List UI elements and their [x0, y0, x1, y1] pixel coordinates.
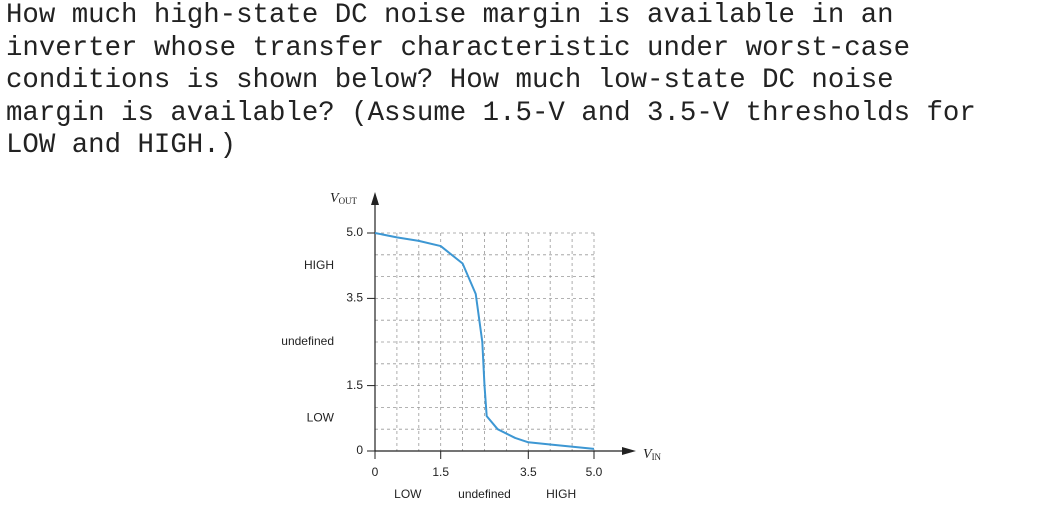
x-axis-arrow	[622, 447, 636, 455]
question-line: margin is available? (Assume 1.5-V and 3…	[6, 97, 976, 129]
question-line: inverter whose transfer characteristic u…	[6, 32, 911, 64]
question-line: LOW and HIGH.)	[6, 130, 237, 162]
x-tick-label: 1.5	[432, 465, 449, 479]
x-region-label: undefined	[458, 487, 511, 501]
y-axis-label: VOUT	[330, 191, 358, 206]
x-label-subscript: IN	[652, 452, 662, 462]
x-tick-label: 0	[372, 465, 379, 479]
y-tick-label: 1.5	[346, 378, 363, 392]
x-tick-label: 5.0	[586, 465, 603, 479]
x-region-label: HIGH	[546, 487, 576, 501]
y-region-label: HIGH	[304, 258, 334, 272]
y-tick-label: 0	[356, 443, 363, 457]
y-axis-arrow	[371, 192, 379, 205]
transfer-curve	[374, 232, 595, 450]
y-region-label: LOW	[307, 410, 335, 424]
y-label-subscript: OUT	[339, 196, 358, 206]
y-tick-label: 5.0	[346, 225, 363, 239]
y-label-symbol: V	[330, 191, 340, 206]
x-axis-label: VIN	[643, 447, 662, 462]
y-region-label: undefined	[281, 334, 334, 348]
x-label-symbol: V	[643, 447, 653, 462]
x-region-label: LOW	[394, 487, 422, 501]
question-line: conditions is shown below? How much low-…	[6, 65, 894, 97]
question: How much high-state DC noise margin is a…	[6, 0, 976, 163]
x-tick-label: 3.5	[520, 465, 537, 479]
y-tick-label: 3.5	[346, 291, 363, 305]
question-line: How much high-state DC noise margin is a…	[6, 0, 894, 31]
